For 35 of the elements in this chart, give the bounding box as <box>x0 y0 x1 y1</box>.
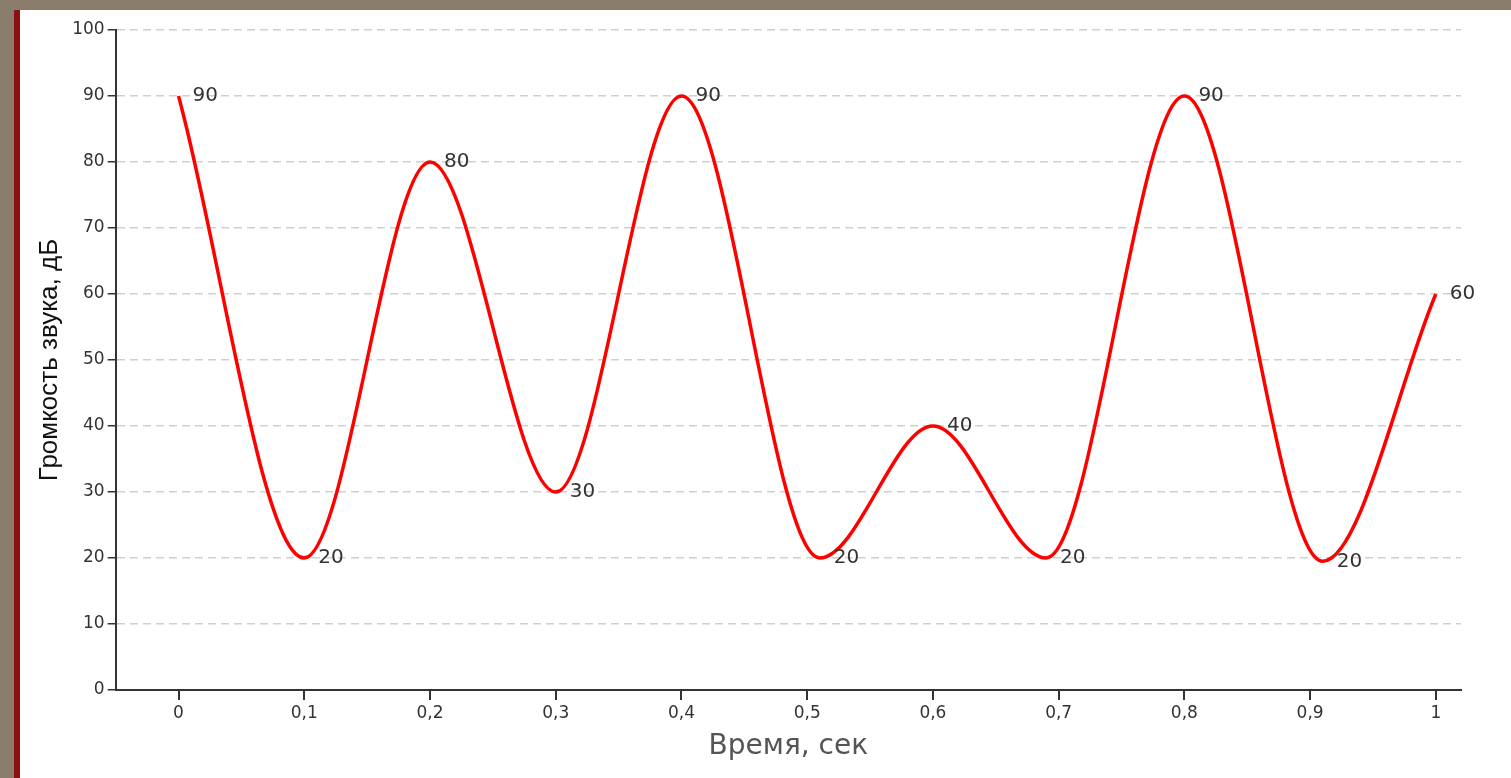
data-label: 20 <box>318 544 344 569</box>
x-tick-label: 0,1 <box>290 701 318 722</box>
x-tick-label: 0,5 <box>793 701 821 722</box>
y-tick-label: 30 <box>83 480 105 501</box>
x-tick-label: 1 <box>1430 701 1442 722</box>
data-label: 90 <box>192 82 218 107</box>
y-tick-label: 70 <box>83 216 105 237</box>
x-tick-label: 0,4 <box>667 701 695 722</box>
x-tick-label: 0,9 <box>1296 701 1324 722</box>
x-tick-label: 0,6 <box>919 701 947 722</box>
data-label: 60 <box>1449 280 1476 305</box>
x-tick-label: 0,7 <box>1045 701 1073 722</box>
y-tick-label: 60 <box>83 282 105 303</box>
y-axis-title: Громкость звука, дБ <box>32 238 63 482</box>
y-tick-label: 100 <box>72 18 105 39</box>
data-label: 40 <box>946 412 973 437</box>
x-tick-label: 0,3 <box>542 701 570 722</box>
y-tick-label: 10 <box>83 612 105 633</box>
y-tick-label: 20 <box>83 546 105 567</box>
data-label: 30 <box>569 478 596 503</box>
x-axis-title: Время, сек <box>708 728 869 762</box>
data-label: 90 <box>695 82 721 107</box>
y-tick-label: 0 <box>93 678 105 699</box>
x-tick-label: 0,2 <box>416 701 444 722</box>
data-label: 20 <box>1336 547 1363 572</box>
data-label: 20 <box>833 544 860 569</box>
data-label: 80 <box>443 148 470 173</box>
data-label: 20 <box>1060 544 1086 569</box>
y-tick-label: 80 <box>83 150 105 171</box>
y-tick-label: 90 <box>83 84 105 105</box>
y-tick-label: 40 <box>83 414 105 435</box>
y-tick-label: 50 <box>83 348 105 369</box>
data-label: 90 <box>1198 82 1224 107</box>
x-tick-label: 0,8 <box>1170 701 1198 722</box>
x-tick-label: 0 <box>173 701 184 722</box>
